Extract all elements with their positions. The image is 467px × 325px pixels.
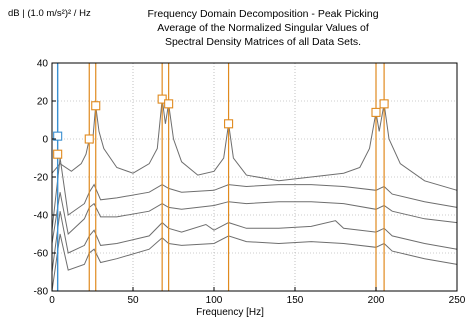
peak-marker[interactable] bbox=[84, 134, 94, 144]
x-tick-label: 50 bbox=[127, 295, 139, 306]
x-tick-label: 250 bbox=[449, 295, 466, 306]
peak-markers bbox=[53, 94, 389, 159]
peak-marker[interactable] bbox=[224, 119, 234, 129]
x-tick-label: 100 bbox=[206, 295, 223, 306]
peak-marker[interactable] bbox=[164, 99, 174, 109]
chart-title: Frequency Domain Decomposition - Peak Pi… bbox=[118, 7, 408, 49]
peak-marker[interactable] bbox=[91, 101, 101, 111]
y-tick-label: 20 bbox=[37, 97, 49, 108]
singular-value-curve-3 bbox=[51, 192, 458, 244]
y-tick-label: -40 bbox=[34, 211, 49, 222]
x-tick-label: 200 bbox=[368, 295, 385, 306]
chart-title-line-3: Spectral Density Matrices of all Data Se… bbox=[164, 36, 362, 48]
x-tick-label: 0 bbox=[49, 295, 55, 306]
chart-title-line-2: Average of the Normalized Singular Value… bbox=[157, 22, 369, 34]
y-tick-label: -60 bbox=[34, 249, 49, 260]
singular-value-curve-5 bbox=[51, 233, 458, 292]
peak-lines bbox=[56, 63, 385, 291]
y-tick-label: -80 bbox=[34, 287, 49, 298]
y-tick-label: 40 bbox=[37, 59, 49, 70]
peak-marker[interactable] bbox=[379, 99, 389, 109]
picked-peak-marker[interactable] bbox=[53, 131, 63, 141]
peak-marker[interactable] bbox=[157, 94, 167, 104]
x-tick-label: 150 bbox=[287, 295, 304, 306]
y-tick-label: 0 bbox=[42, 135, 48, 146]
y-axis-label: dB | (1.0 m/s²)² / Hz bbox=[8, 8, 91, 19]
picked-peak-marker[interactable] bbox=[53, 149, 63, 159]
peak-marker[interactable] bbox=[371, 107, 381, 117]
x-axis-label: Frequency [Hz] bbox=[196, 307, 264, 318]
singular-value-curve-2 bbox=[51, 157, 458, 231]
y-tick-label: -20 bbox=[34, 173, 49, 184]
chart-title-line-1: Frequency Domain Decomposition - Peak Pi… bbox=[147, 8, 379, 20]
